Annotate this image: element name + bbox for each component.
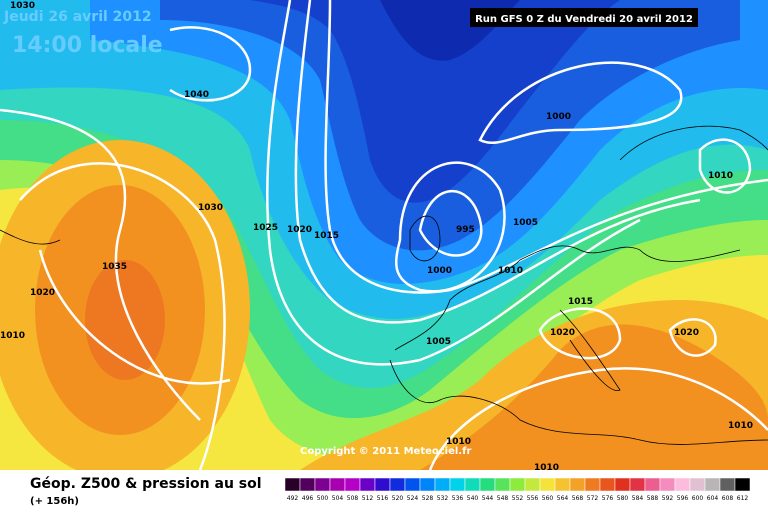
- isobar-label: 1030: [198, 203, 223, 213]
- scale-label: 596: [677, 495, 689, 502]
- scale-label: 600: [692, 495, 704, 502]
- color-scale: 492 496 500 504 508 512 516 520 524 528 532 536 540 5…: [284, 477, 751, 502]
- scale-label: 508: [347, 495, 359, 502]
- isobar-label: 1010: [446, 437, 471, 447]
- scale-label: 584: [632, 495, 644, 502]
- scale-swatch: [374, 477, 391, 492]
- isobar-label: 1010: [534, 463, 559, 473]
- scale-label: 588: [647, 495, 659, 502]
- scale-swatch: [584, 477, 601, 492]
- scale-swatch: [494, 477, 511, 492]
- isobar-label: 1010: [708, 171, 733, 181]
- scale-swatch: [674, 477, 691, 492]
- scale-label: 580: [617, 495, 629, 502]
- scale-swatch: [359, 477, 376, 492]
- scale-label: 548: [497, 495, 509, 502]
- scale-swatch: [644, 477, 661, 492]
- isobar-label: 1035: [102, 262, 127, 272]
- scale-swatch: [629, 477, 646, 492]
- scale-label: 492: [287, 495, 299, 502]
- scale-label: 512: [362, 495, 374, 502]
- isobar-label: 1000: [546, 112, 571, 122]
- isobar-label: 1015: [314, 231, 339, 241]
- forecast-date: Jeudi 26 avril 2012: [3, 9, 152, 25]
- scale-swatch: [344, 477, 361, 492]
- scale-swatch: [599, 477, 616, 492]
- scale-label: 504: [332, 495, 344, 502]
- scale-swatch: [689, 477, 706, 492]
- copyright: Copyright © 2011 Meteociel.fr: [300, 446, 471, 457]
- run-box: [470, 8, 698, 27]
- scale-label: 536: [452, 495, 464, 502]
- scale-label: 568: [572, 495, 584, 502]
- isobar-label: 1025: [253, 223, 278, 233]
- forecast-time: 14:00 locale: [12, 33, 163, 58]
- scale-swatch: [509, 477, 526, 492]
- scale-label: 612: [737, 495, 749, 502]
- scale-swatch: [614, 477, 631, 492]
- scale-label: 552: [512, 495, 524, 502]
- isobar-label: 1010: [728, 421, 753, 431]
- scale-label: 524: [407, 495, 419, 502]
- scale-swatch: [419, 477, 436, 492]
- scale-label: 608: [722, 495, 734, 502]
- isobar-label: 1005: [426, 337, 451, 347]
- scale-label: 496: [302, 495, 314, 502]
- scale-swatch: [389, 477, 406, 492]
- scale-swatch: [434, 477, 451, 492]
- isobar-label: 1030: [10, 1, 35, 11]
- scale-swatch: [404, 477, 421, 492]
- isobar-label: 1005: [513, 218, 538, 228]
- scale-swatch: [464, 477, 481, 492]
- scale-label: 520: [392, 495, 404, 502]
- footer-title: Géop. Z500 & pression au sol: [30, 476, 262, 492]
- scale-swatch: [539, 477, 556, 492]
- scale-label: 540: [467, 495, 479, 502]
- scale-swatch: [734, 477, 751, 492]
- scale-swatch: [569, 477, 586, 492]
- run-info: Run GFS 0 Z du Vendredi 20 avril 2012: [475, 14, 693, 25]
- scale-swatch: [449, 477, 466, 492]
- scale-swatch: [479, 477, 496, 492]
- scale-swatch: [659, 477, 676, 492]
- isobar-label: 1015: [568, 297, 593, 307]
- footer-subtitle: (+ 156h): [30, 496, 79, 507]
- scale-label: 564: [557, 495, 569, 502]
- map-field: [0, 0, 768, 470]
- scale-swatch: [719, 477, 736, 492]
- isobar-label: 1010: [0, 331, 25, 341]
- isobar-label: 995: [456, 225, 475, 235]
- scale-label: 576: [602, 495, 614, 502]
- isobar-label: 1020: [550, 328, 575, 338]
- scale-label: 500: [317, 495, 329, 502]
- scale-swatch: [554, 477, 571, 492]
- isobar-label: 1020: [674, 328, 699, 338]
- isobar-label: 1000: [427, 266, 452, 276]
- scale-swatch: [314, 477, 331, 492]
- scale-label: 592: [662, 495, 674, 502]
- isobar-label: 1020: [287, 225, 312, 235]
- isobar-label: 1010: [498, 266, 523, 276]
- scale-swatch: [299, 477, 316, 492]
- scale-label: 560: [542, 495, 554, 502]
- scale-swatch: [329, 477, 346, 492]
- scale-swatch: [704, 477, 721, 492]
- scale-label: 556: [527, 495, 539, 502]
- scale-label: 544: [482, 495, 494, 502]
- scale-label: 604: [707, 495, 719, 502]
- scale-swatch: [524, 477, 541, 492]
- isobar-label: 1020: [30, 288, 55, 298]
- scale-label: 572: [587, 495, 599, 502]
- scale-swatch: [284, 477, 301, 492]
- scale-label: 532: [437, 495, 449, 502]
- isobar-label: 1040: [184, 90, 209, 100]
- scale-label: 516: [377, 495, 389, 502]
- scale-label: 528: [422, 495, 434, 502]
